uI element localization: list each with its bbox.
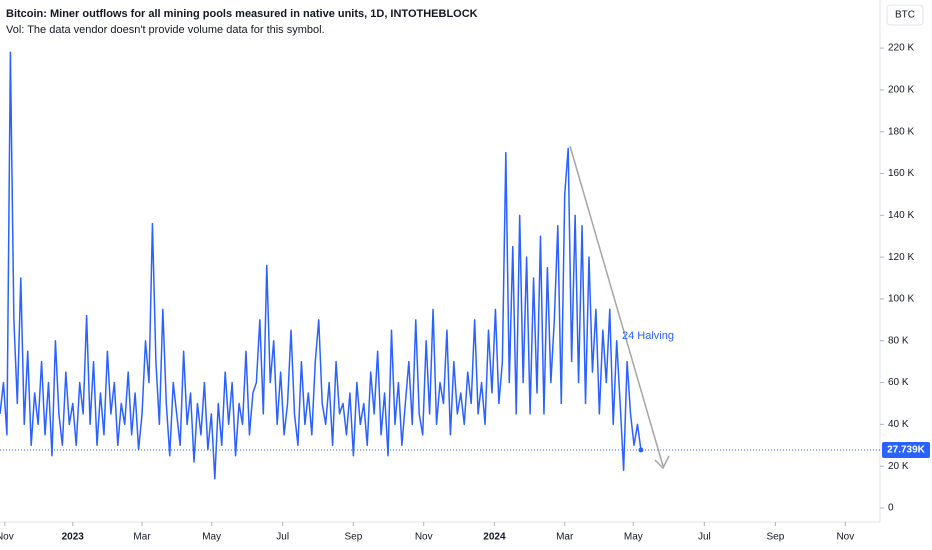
series-line — [0, 51, 642, 480]
plot — [0, 51, 880, 480]
arrow-head — [654, 455, 670, 470]
y-tick-label: 20 K — [888, 461, 909, 472]
y-tick-label: 220 K — [888, 43, 914, 54]
x-tick-label: Nov — [0, 532, 14, 543]
x-tick-label: Mar — [133, 532, 151, 543]
x-tick-label: 2023 — [62, 532, 85, 543]
x-tick-label: 2024 — [483, 532, 506, 543]
y-tick-label: 200 K — [888, 85, 914, 96]
x-tick-label: May — [202, 532, 221, 543]
last-point — [638, 447, 644, 453]
x-tick-label: May — [624, 532, 643, 543]
y-tick-label: 100 K — [888, 294, 914, 305]
last-value-box — [882, 442, 930, 459]
x-tick-label: Mar — [556, 532, 574, 543]
unit-box[interactable] — [886, 4, 924, 26]
x-tick-label: Sep — [344, 532, 362, 543]
y-tick-label: 80 K — [888, 335, 909, 346]
last-value-label: 27.739K — [887, 445, 926, 456]
chart-subtitle: Vol: The data vendor doesn't provide vol… — [6, 24, 325, 36]
x-tick-label: Jul — [276, 532, 289, 543]
y-tick-label: 140 K — [888, 210, 914, 221]
x-tick-label: Jul — [698, 532, 711, 543]
y-tick-label: 120 K — [888, 252, 914, 263]
trend-arrow — [569, 145, 664, 467]
y-tick-label: 60 K — [888, 377, 909, 388]
y-tick-label: 160 K — [888, 168, 914, 179]
y-tick-label: 40 K — [888, 419, 909, 430]
y-tick-label: 0 — [888, 503, 894, 514]
unit-label: BTC — [895, 10, 915, 21]
halving-annotation: 24 Halving — [622, 330, 674, 342]
y-tick-label: 180 K — [888, 126, 914, 137]
x-tick-label: Nov — [836, 532, 854, 543]
x-tick-label: Sep — [766, 532, 784, 543]
x-tick-label: Nov — [415, 532, 433, 543]
chart-title: Bitcoin: Miner outflows for all mining p… — [6, 8, 478, 20]
